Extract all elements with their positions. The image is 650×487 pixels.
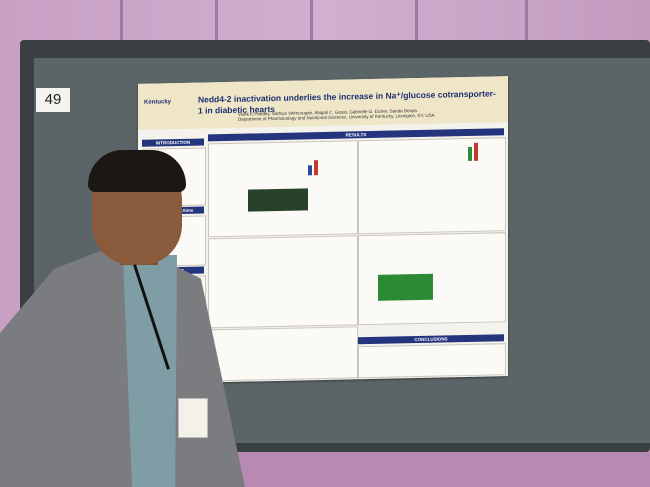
microscopy-image bbox=[248, 188, 308, 212]
chart-bar bbox=[474, 142, 478, 161]
person-hair bbox=[88, 150, 186, 192]
chart-bar bbox=[308, 165, 312, 176]
fluorescence-image bbox=[378, 273, 433, 301]
wall-seam bbox=[310, 0, 313, 70]
university-logo: Kentucky bbox=[144, 99, 172, 106]
wall-seam bbox=[215, 0, 218, 70]
name-badge bbox=[178, 398, 208, 438]
board-number: 49 bbox=[36, 88, 70, 112]
chart-bar bbox=[468, 146, 472, 161]
results-panel-2 bbox=[358, 137, 506, 235]
wall-seam bbox=[120, 0, 123, 70]
wall-seam bbox=[525, 0, 528, 70]
section-introduction: INTRODUCTION bbox=[142, 138, 204, 147]
conclusions-panel bbox=[358, 343, 506, 379]
wall-seam bbox=[415, 0, 418, 70]
results-panel-5 bbox=[208, 326, 358, 382]
results-panel-3 bbox=[208, 235, 358, 329]
person-shirt bbox=[123, 255, 177, 487]
chart-bar bbox=[314, 160, 318, 176]
